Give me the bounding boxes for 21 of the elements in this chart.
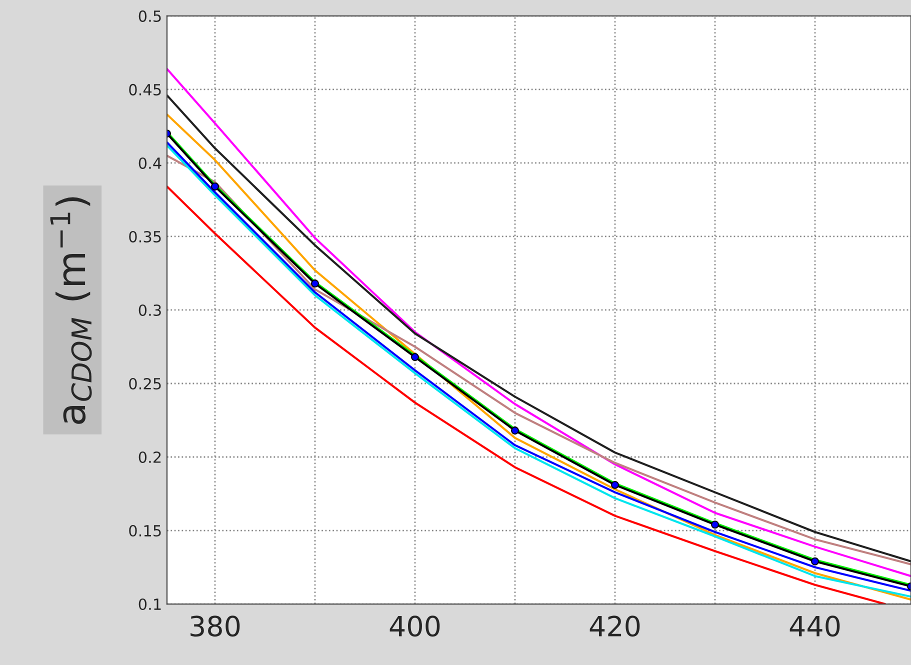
y-tick-label: 0.5 xyxy=(138,10,161,22)
point xyxy=(711,520,719,529)
y-tick-label: 0.4 xyxy=(138,157,162,169)
x-tick-label: 440 xyxy=(790,616,840,637)
y-tick-label: 0.1 xyxy=(138,598,161,610)
y-tick-label: 0.2 xyxy=(138,451,161,464)
x-tick-label: 380 xyxy=(190,616,240,637)
y-axis-title: a$_{CDOM}$ (m$^{−1}$) xyxy=(50,197,92,424)
point xyxy=(611,480,619,489)
x-tick-label: 400 xyxy=(390,616,440,637)
point xyxy=(310,280,319,288)
y-tick-label: 0.35 xyxy=(129,230,161,243)
y-tick-label: 0.45 xyxy=(129,84,161,96)
x-tick-label: 420 xyxy=(590,616,640,637)
point xyxy=(511,426,519,435)
y-tick-label: 0.15 xyxy=(129,524,161,537)
point xyxy=(811,557,819,566)
y-tick-label: 0.25 xyxy=(129,378,161,390)
y-tick-label: 0.3 xyxy=(138,304,161,316)
point xyxy=(411,353,419,362)
point xyxy=(210,182,219,190)
